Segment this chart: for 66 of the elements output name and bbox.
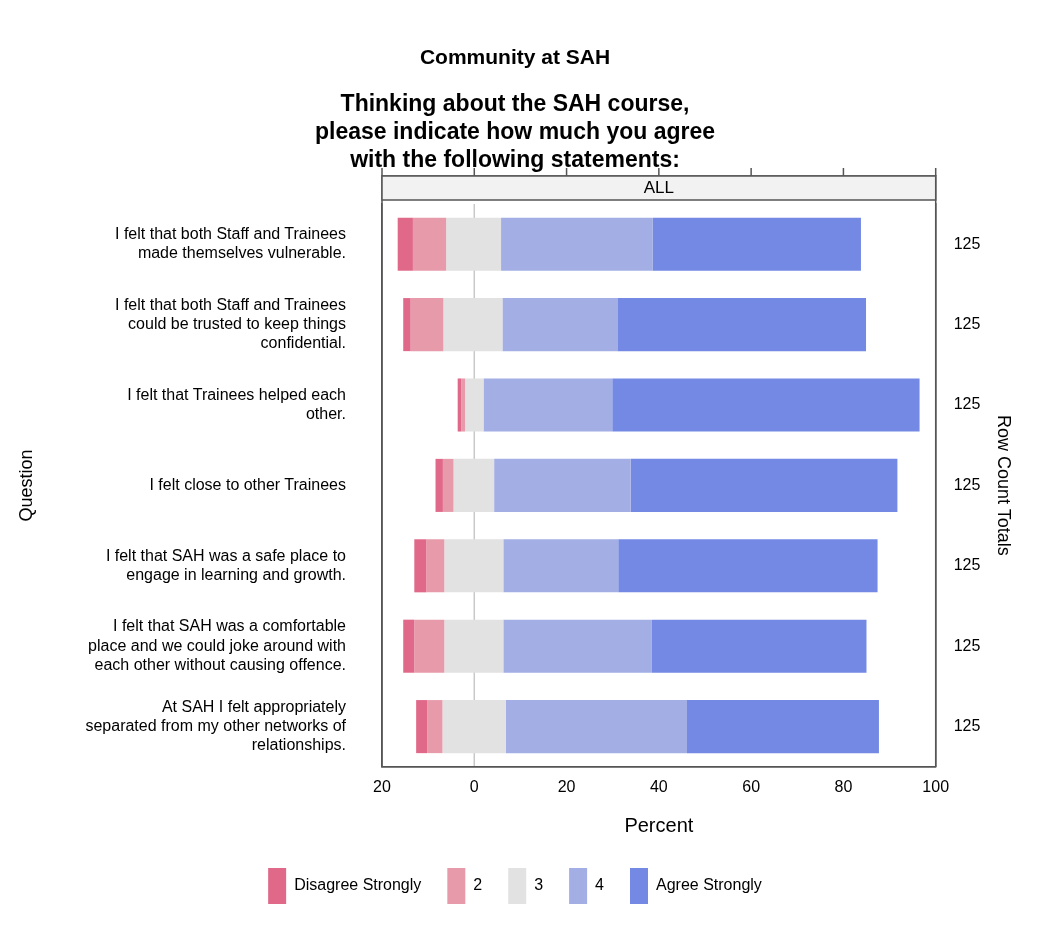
legend-label: Agree Strongly [656, 876, 762, 894]
legend-label: 2 [473, 876, 483, 894]
bar [461, 378, 466, 432]
y-tick-label: I felt close to other Trainees [149, 475, 346, 493]
legend-label: Disagree Strongly [294, 876, 422, 894]
y2-tick-label: 125 [953, 395, 981, 413]
bar [630, 458, 898, 512]
bar [453, 458, 495, 512]
bar [426, 539, 445, 593]
bar [505, 700, 687, 754]
y2-tick-label: 125 [953, 234, 981, 252]
bar [444, 539, 504, 593]
y2-tick-label: 125 [953, 475, 981, 493]
text: ALL [643, 177, 674, 197]
y-tick-label: I felt that SAH was a comfortable place and we could joke around with each other without causing offence. [88, 617, 347, 673]
x-tick-label: 0 [469, 777, 479, 795]
bar [410, 298, 444, 352]
bar [503, 539, 619, 593]
y2-tick-label: 125 [953, 636, 981, 654]
bar [414, 619, 445, 673]
legend-label: 4 [595, 876, 605, 894]
y-tick-label: I felt that both Staff and Trainees could be trusted to keep things confidential. [115, 295, 346, 352]
x-axis-title: Percent [624, 813, 694, 836]
chart-title: Community at SAH [419, 45, 611, 69]
bar [502, 298, 618, 352]
y-tick-label: I felt that both Staff and Trainees made themselves vulnerable. [115, 225, 346, 262]
bar [617, 298, 867, 352]
bar [414, 539, 427, 593]
bar [416, 700, 428, 754]
bar [397, 217, 413, 271]
y-tick-label: At SAH I felt appropriately separated from my other networks of relationships. [85, 697, 347, 754]
y-axis-title: Question [15, 449, 36, 522]
x-tick-label: 20 [557, 777, 576, 795]
bar [501, 217, 653, 271]
bar [494, 458, 631, 512]
y2-tick-label: 125 [953, 315, 981, 333]
bar [443, 298, 503, 352]
bar [652, 217, 861, 271]
y2-tick-label: 125 [953, 556, 981, 574]
bar [444, 619, 504, 673]
bar [442, 458, 454, 512]
x-tick-label: 60 [742, 777, 761, 795]
y2-axis-title: Row Count Totals [994, 415, 1015, 556]
x-tick-label: 80 [834, 777, 853, 795]
bar [687, 700, 879, 754]
y2-tick-label: 125 [953, 717, 981, 735]
x-tick-label: 40 [649, 777, 668, 795]
bar [446, 217, 502, 271]
bar [618, 539, 878, 593]
bar [403, 298, 411, 352]
bar [442, 700, 506, 754]
y-tick-label: I felt that Trainees helped each other. [127, 385, 346, 423]
chart-subtitle: Thinking about the SAH course, please indicate how much you agree with the following statements: [314, 90, 716, 172]
bar [483, 378, 613, 432]
bar [612, 378, 920, 432]
legend-label: 3 [534, 876, 544, 894]
bar [465, 378, 484, 432]
bar [403, 619, 415, 673]
bar [503, 619, 652, 673]
bar [427, 700, 443, 754]
bar [412, 217, 447, 271]
x-tick-label: 100 [922, 777, 950, 795]
y-tick-label: I felt that SAH was a safe place to engage in learning and growth. [105, 546, 347, 583]
bar [651, 619, 867, 673]
bar [435, 458, 443, 512]
x-tick-label: 20 [373, 777, 391, 795]
